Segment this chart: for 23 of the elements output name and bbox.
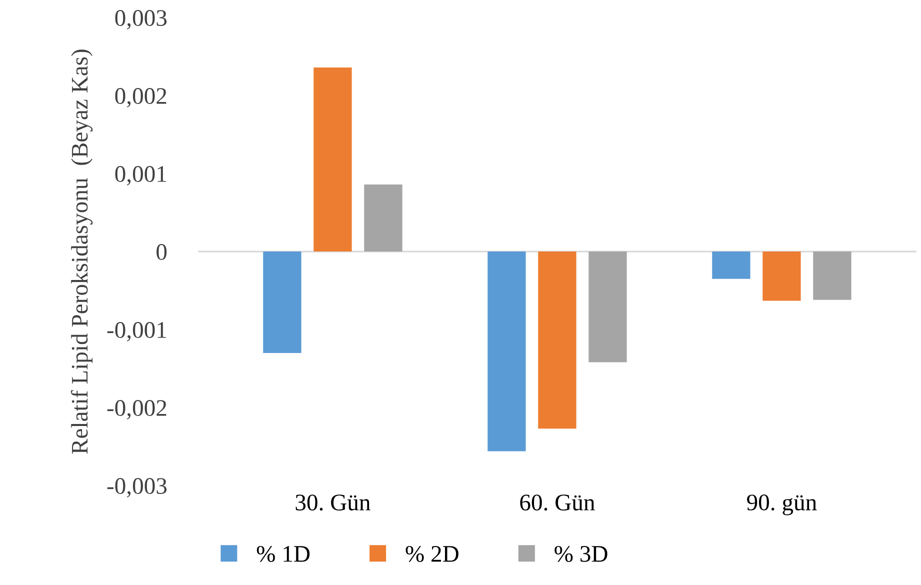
y-tick-label: 0 <box>156 244 167 260</box>
bar <box>364 184 402 252</box>
legend-label: % 3D <box>554 546 608 562</box>
y-tick-label: 0,001 <box>115 166 166 186</box>
legend-label: % 1D <box>256 546 310 562</box>
y-tick-label: 0,002 <box>115 88 166 108</box>
bar <box>314 67 352 252</box>
x-tick-label: 90. gün <box>747 494 817 516</box>
bar <box>263 252 302 353</box>
y-tick-label: -0,002 <box>107 400 166 420</box>
bar <box>712 252 750 279</box>
bar <box>488 252 526 452</box>
bar <box>588 252 627 362</box>
bar <box>762 252 801 301</box>
y-tick-label: -0,003 <box>107 478 167 498</box>
bar <box>538 252 576 429</box>
x-tick-label: 30. Gün <box>296 494 370 511</box>
y-tick-label: 0,003 <box>115 10 167 30</box>
y-tick-label: -0,001 <box>107 322 166 342</box>
bar <box>813 252 852 300</box>
legend-label: % 2D <box>406 546 458 562</box>
x-tick-label: 60. Gün <box>520 494 595 511</box>
y-axis-title: Relatif Lipid Peroksidasyonu (Beyaz Kas) <box>70 50 93 454</box>
